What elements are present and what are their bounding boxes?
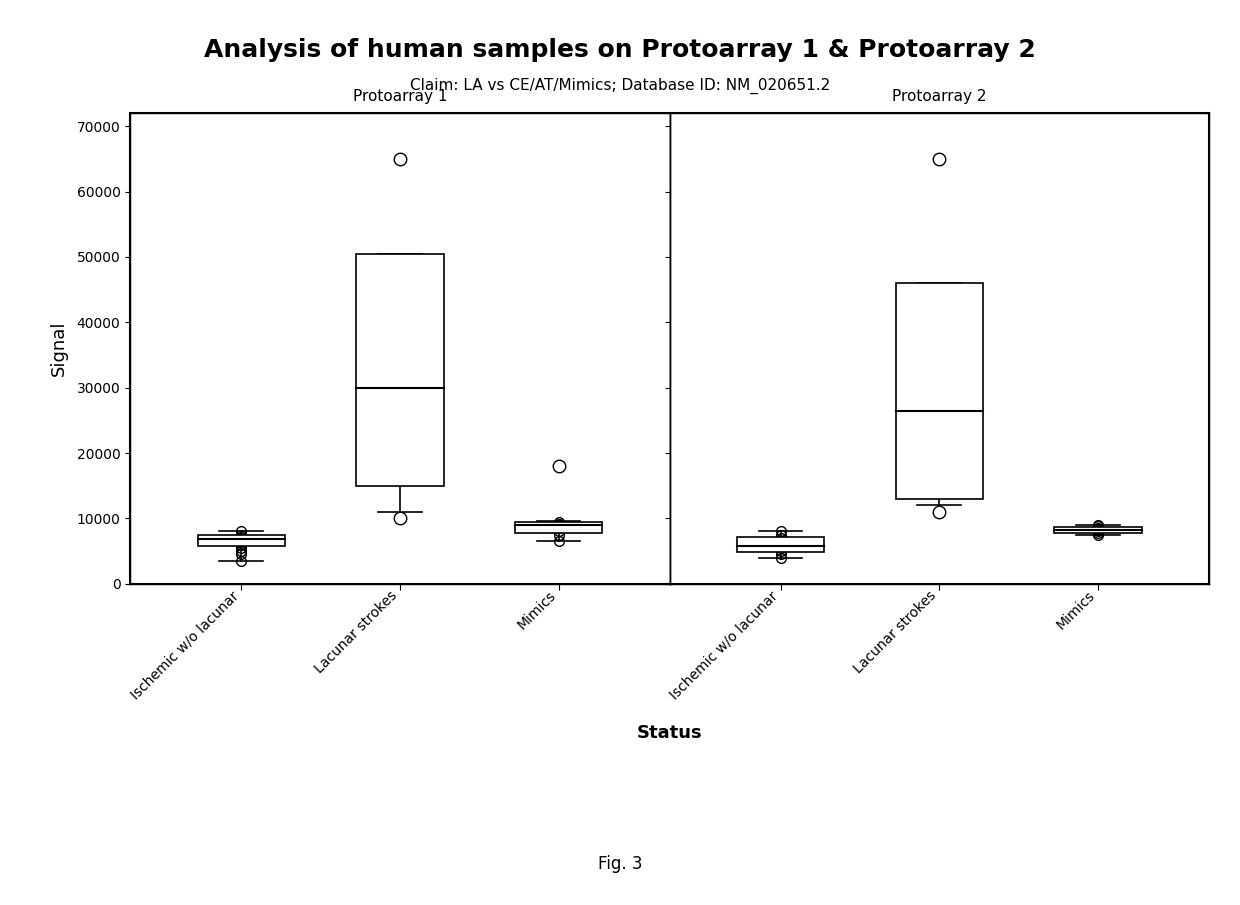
Bar xyxy=(1054,527,1142,533)
Text: Protoarray 2: Protoarray 2 xyxy=(892,89,987,104)
Text: Fig. 3: Fig. 3 xyxy=(598,855,642,873)
Bar xyxy=(515,522,603,533)
Text: Lacunar strokes: Lacunar strokes xyxy=(312,588,399,676)
Text: Mimics: Mimics xyxy=(1054,588,1097,632)
Text: Claim: LA vs CE/AT/Mimics; Database ID: NM_020651.2: Claim: LA vs CE/AT/Mimics; Database ID: … xyxy=(410,78,830,94)
Text: Mimics: Mimics xyxy=(515,588,558,632)
Bar xyxy=(356,253,444,486)
Text: Lacunar strokes: Lacunar strokes xyxy=(852,588,940,676)
Y-axis label: Signal: Signal xyxy=(51,320,68,376)
Bar xyxy=(895,283,983,499)
Text: Protoarray 1: Protoarray 1 xyxy=(352,89,448,104)
Text: Status: Status xyxy=(637,724,702,742)
Bar xyxy=(737,537,825,552)
Text: Ischemic w/o lacunar: Ischemic w/o lacunar xyxy=(128,588,242,701)
Text: Ischemic w/o lacunar: Ischemic w/o lacunar xyxy=(667,588,781,701)
Bar xyxy=(197,536,285,546)
Text: Analysis of human samples on Protoarray 1 & Protoarray 2: Analysis of human samples on Protoarray … xyxy=(205,38,1035,62)
